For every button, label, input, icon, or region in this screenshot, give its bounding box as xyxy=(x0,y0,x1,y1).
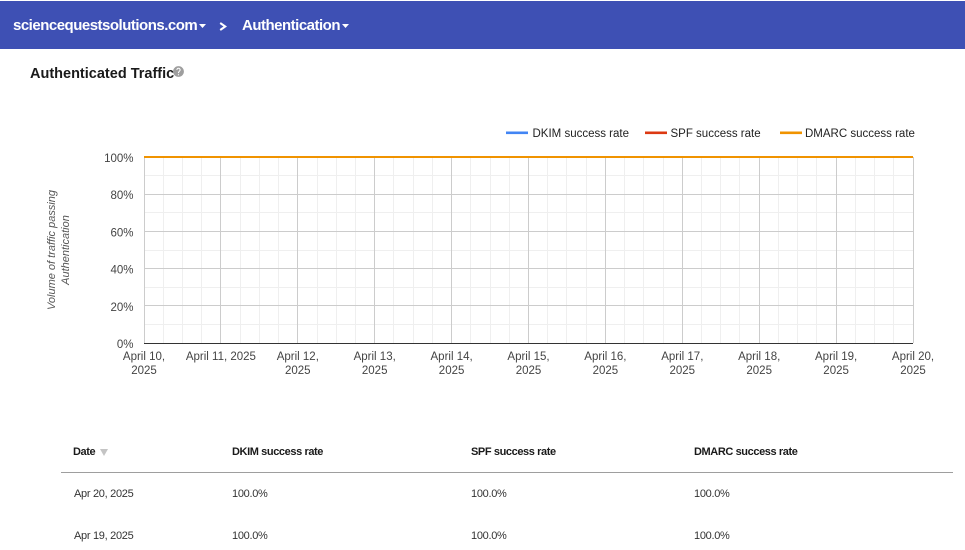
svg-text:60%: 60% xyxy=(110,227,133,239)
svg-text:100%: 100% xyxy=(104,153,133,165)
svg-text:2025: 2025 xyxy=(746,365,772,377)
svg-text:SPF success rate: SPF success rate xyxy=(671,128,761,140)
svg-text:80%: 80% xyxy=(110,190,133,202)
svg-text:April 13,: April 13, xyxy=(354,351,396,363)
svg-text:April 12,: April 12, xyxy=(277,351,319,363)
svg-text:2025: 2025 xyxy=(362,365,388,377)
svg-text:April 14,: April 14, xyxy=(431,351,473,363)
svg-text:2025: 2025 xyxy=(593,365,619,377)
svg-text:April 11, 2025: April 11, 2025 xyxy=(186,351,256,363)
svg-text:2025: 2025 xyxy=(516,365,542,377)
svg-text:2025: 2025 xyxy=(900,365,926,377)
svg-text:2025: 2025 xyxy=(439,365,465,377)
svg-text:Authentication: Authentication xyxy=(60,215,72,286)
svg-text:April 19,: April 19, xyxy=(815,351,857,363)
svg-text:April 10,: April 10, xyxy=(123,351,165,363)
svg-text:40%: 40% xyxy=(110,265,133,277)
svg-text:April 17,: April 17, xyxy=(661,351,703,363)
svg-text:April 16,: April 16, xyxy=(584,351,626,363)
svg-text:April 18,: April 18, xyxy=(738,351,780,363)
svg-text:2025: 2025 xyxy=(670,365,696,377)
svg-text:2025: 2025 xyxy=(131,365,157,377)
svg-text:0%: 0% xyxy=(117,339,134,351)
svg-text:2025: 2025 xyxy=(823,365,849,377)
svg-text:DKIM success rate: DKIM success rate xyxy=(533,128,630,140)
svg-text:April 15,: April 15, xyxy=(507,351,549,363)
svg-text:20%: 20% xyxy=(110,302,133,314)
svg-text:2025: 2025 xyxy=(285,365,311,377)
svg-text:DMARC success rate: DMARC success rate xyxy=(805,128,915,140)
svg-text:April 20,: April 20, xyxy=(892,351,934,363)
svg-text:Volume of traffic passing: Volume of traffic passing xyxy=(46,189,58,310)
